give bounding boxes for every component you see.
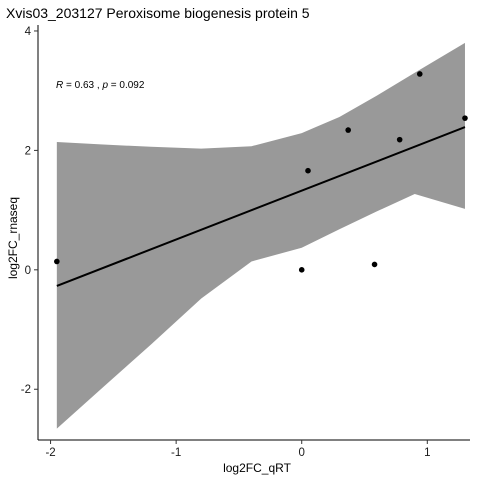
confidence-band-layer xyxy=(56,42,465,429)
correlation-annotation: R = 0.63 , p = 0.092 xyxy=(56,80,145,91)
x-axis-title: log2FC_qRT xyxy=(223,461,291,475)
x-tick-label: -2 xyxy=(45,447,55,459)
data-point-2 xyxy=(298,267,305,273)
data-point-3 xyxy=(305,167,311,174)
p-symbol: p xyxy=(101,80,108,91)
r-symbol: R xyxy=(56,80,63,91)
x-axis-ticks: -2 -1 0 1 xyxy=(45,440,431,459)
y-axis-title: log2FC_rnaseq xyxy=(6,197,20,279)
x-tick-label: 0 xyxy=(299,447,305,459)
y-tick-label: 4 xyxy=(25,26,32,38)
y-tick-label: -2 xyxy=(21,384,31,396)
confidence-band xyxy=(56,42,465,429)
y-tick-label: 0 xyxy=(25,265,31,277)
regression-line-layer xyxy=(56,126,466,287)
y-tick-label: 2 xyxy=(25,145,31,157)
data-points-layer xyxy=(54,71,468,273)
data-point-4 xyxy=(345,127,351,133)
p-value: = 0.092 xyxy=(108,80,145,91)
data-point-6 xyxy=(396,136,403,143)
regression-line xyxy=(56,126,466,287)
data-point-1 xyxy=(54,258,60,265)
y-axis-ticks: -2 0 2 4 xyxy=(21,26,38,396)
r-value: = 0.63 , xyxy=(63,80,102,91)
data-point-5 xyxy=(371,261,378,268)
x-tick-label: 1 xyxy=(424,447,430,459)
x-tick-label: -1 xyxy=(171,447,181,459)
chart-title: Xvis03_203127 Peroxisome biogenesis prot… xyxy=(6,5,310,21)
data-point-8 xyxy=(462,115,468,121)
data-point-7 xyxy=(416,71,423,77)
